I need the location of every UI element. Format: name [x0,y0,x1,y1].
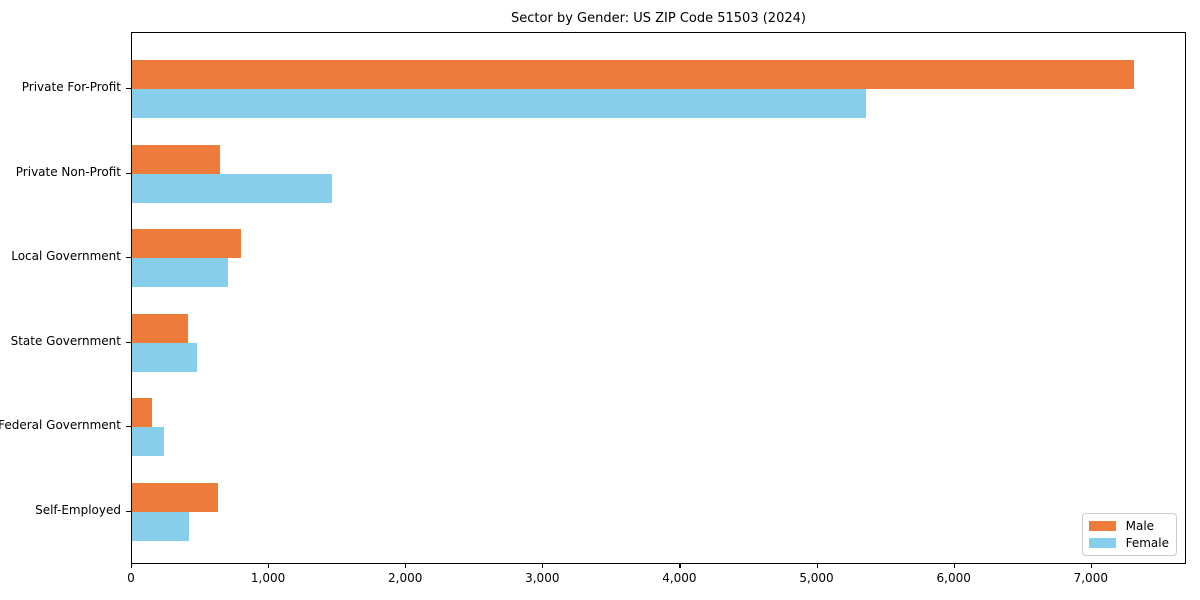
plot-area: Male Female [131,32,1186,564]
y-axis-label-2: Local Government [11,249,121,263]
x-tick-mark [1090,563,1092,568]
y-axis-label-5: Self-Employed [35,502,121,517]
legend-item-female: Female [1088,536,1169,550]
legend-label-male: Male [1125,519,1155,533]
bar-female-0 [132,89,866,118]
y-tick-mark [126,426,131,428]
chart-title: Sector by Gender: US ZIP Code 51503 (202… [511,11,806,26]
bar-female-2 [132,258,228,287]
y-tick-mark [126,510,131,512]
x-axis-label-7: 7,000 [1073,571,1108,585]
bar-male-3 [132,313,189,343]
y-axis-label-1: Private Non-Profit [15,164,121,179]
bar-female-4 [132,427,165,456]
x-tick-mark [268,563,270,568]
x-tick-mark [542,563,544,568]
x-tick-mark [816,563,818,568]
x-tick-mark [679,563,681,568]
y-tick-mark [126,88,131,90]
bar-female-1 [132,173,332,203]
bar-male-5 [132,482,218,512]
x-tick-mark [405,563,407,568]
y-axis-label-0: Private For-Profit [21,80,121,94]
bar-male-2 [132,229,241,258]
bar-male-4 [132,398,152,427]
legend: Male Female [1081,513,1177,556]
legend-swatch-male [1088,521,1116,531]
bar-male-1 [132,144,220,174]
bar-female-5 [132,511,189,541]
x-axis-label-1: 1,000 [250,571,286,585]
y-tick-mark [126,341,131,343]
x-tick-mark [953,563,955,568]
bar-male-0 [132,60,1135,89]
legend-swatch-female [1088,538,1116,548]
x-axis-label-6: 6,000 [936,571,971,585]
legend-label-female: Female [1125,536,1169,550]
x-tick-mark [131,563,133,568]
y-axis-label-3: State Government [10,333,121,348]
bar-female-3 [132,342,198,372]
y-tick-mark [126,172,131,174]
legend-item-male: Male [1088,519,1169,533]
x-axis-label-5: 5,000 [799,571,834,585]
x-axis-label-2: 2,000 [388,571,423,585]
x-axis-label-4: 4,000 [662,571,697,585]
y-tick-mark [126,257,131,259]
x-axis-label-3: 3,000 [525,571,560,585]
x-axis-label-0: 0 [127,571,135,585]
y-axis-label-4: Federal Government [0,418,121,432]
